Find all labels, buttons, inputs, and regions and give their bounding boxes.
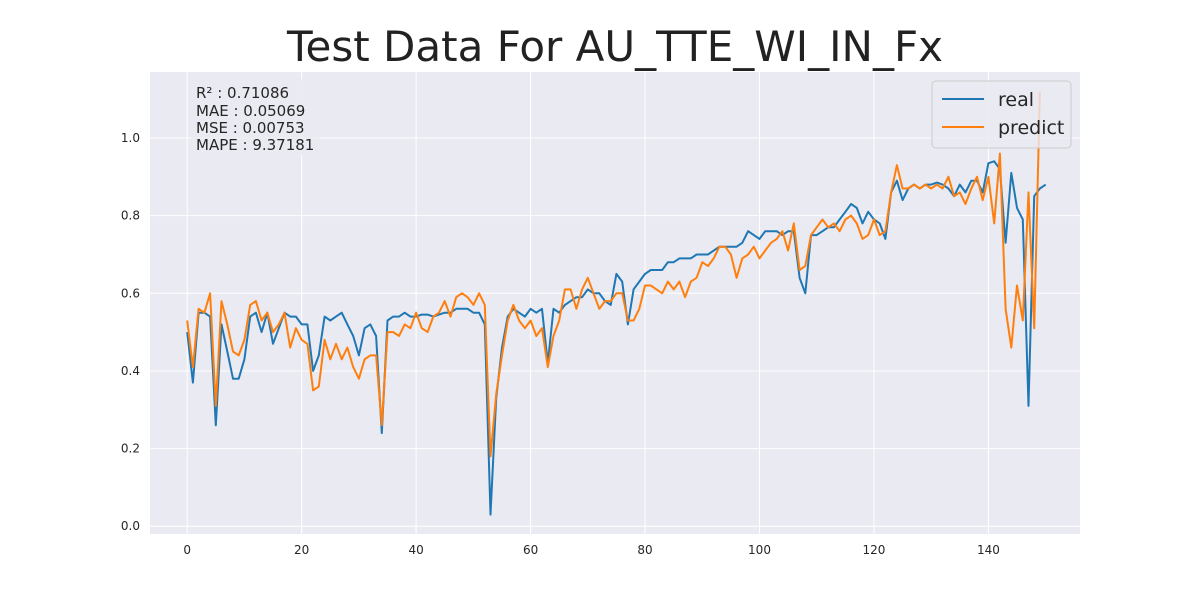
- metric-mae: MAE : 0.05069: [196, 102, 305, 120]
- metrics-box-background: [191, 79, 319, 155]
- series-lines: [186, 91, 1047, 516]
- y-tick-label: 0.8: [121, 209, 140, 223]
- x-tick-label: 80: [637, 543, 652, 557]
- grid-lines: [150, 72, 1080, 534]
- metric-mape: MAPE : 9.37181: [196, 136, 314, 154]
- tick-labels: 0 20 40 60 80 100 120 140 0.0 0.2 0.4 0.6 0.8 1.0: [121, 131, 1000, 557]
- y-tick-label: 0.4: [121, 364, 140, 378]
- y-tick-label: 0.6: [121, 286, 140, 300]
- legend: real predict: [931, 80, 1072, 149]
- metric-r2: R² : 0.71086: [196, 84, 289, 102]
- metric-mse: MSE : 0.00753: [196, 119, 305, 137]
- legend-frame: [931, 80, 1072, 149]
- legend-label-predict: predict: [998, 117, 1064, 139]
- x-tick-label: 0: [183, 543, 191, 557]
- x-tick-label: 100: [748, 543, 771, 557]
- x-tick-label: 60: [523, 543, 538, 557]
- series-line-real: [186, 160, 1047, 516]
- chart-title: Test Data For AU_TTE_WI_IN_Fx: [287, 22, 943, 71]
- y-tick-label: 0.2: [121, 442, 140, 456]
- x-tick-label: 120: [863, 543, 886, 557]
- y-tick-label: 0.0: [121, 519, 140, 533]
- metrics-box: R² : 0.71086 MAE : 0.05069 MSE : 0.00753…: [191, 79, 319, 155]
- legend-label-real: real: [998, 89, 1034, 111]
- x-tick-label: 140: [977, 543, 1000, 557]
- y-tick-label: 1.0: [121, 131, 140, 145]
- series-line-predict: [186, 91, 1041, 458]
- x-tick-label: 40: [408, 543, 423, 557]
- x-tick-label: 20: [294, 543, 309, 557]
